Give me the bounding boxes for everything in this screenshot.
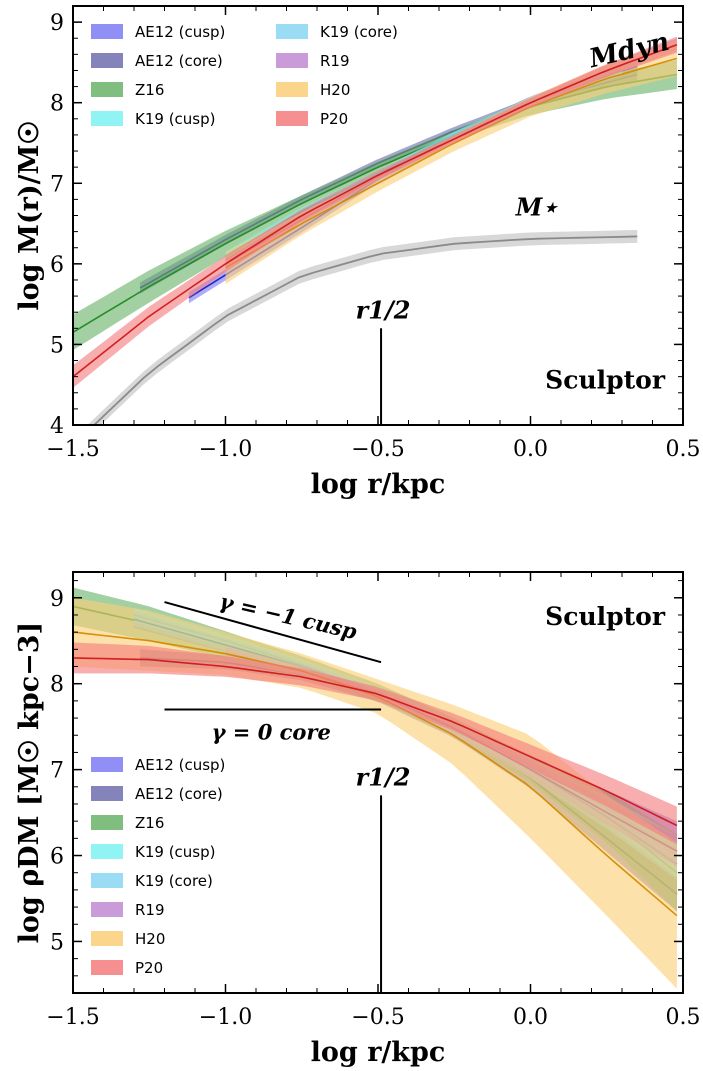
- legend: AE12 (cusp) AE12 (core) Z16 K19 (cusp) K19 (…: [91, 756, 225, 977]
- legend-swatch: [91, 931, 123, 946]
- x-tick-label: −1.0: [199, 437, 252, 462]
- x-tick-label: −0.5: [351, 1005, 404, 1030]
- series-8-group: [73, 642, 678, 845]
- legend-swatch: [91, 786, 123, 801]
- legend: AE12 (cusp) AE12 (core) Z16 K19 (cusp) K19 (…: [91, 23, 398, 128]
- core-label: γ = 0 core: [212, 719, 331, 744]
- series-7-band: [73, 597, 677, 989]
- y-tick-label: 8: [50, 92, 64, 117]
- y-tick-label: 7: [50, 172, 64, 197]
- legend-label: AE12 (cusp): [135, 756, 225, 774]
- legend-label: P20: [135, 959, 163, 977]
- legend-label: K19 (core): [320, 23, 398, 41]
- object-name-label: Sculptor: [545, 602, 666, 631]
- legend-item: R19: [91, 901, 165, 919]
- legend-item: K19 (cusp): [91, 110, 216, 128]
- cusp-reference-line: [164, 601, 382, 664]
- legend-item: Z16: [91, 814, 164, 832]
- legend-swatch: [276, 82, 308, 97]
- legend-swatch: [91, 902, 123, 917]
- x-tick-label: −0.5: [351, 437, 404, 462]
- legend-swatch: [91, 53, 123, 68]
- x-tick-label: −1.0: [199, 1005, 252, 1030]
- legend-label: H20: [135, 930, 165, 948]
- plot-area: [73, 587, 678, 989]
- legend-swatch: [276, 111, 308, 126]
- legend-label: H20: [320, 81, 350, 99]
- legend-swatch: [91, 815, 123, 830]
- legend-item: K19 (core): [276, 23, 398, 41]
- legend-item: Z16: [91, 81, 164, 99]
- legend-label: AE12 (cusp): [135, 23, 225, 41]
- legend-label: R19: [320, 52, 350, 70]
- series-7-median-line: [225, 57, 678, 269]
- legend-item: P20: [91, 959, 163, 977]
- object-name-label: Sculptor: [545, 366, 666, 395]
- legend-swatch: [91, 960, 123, 975]
- legend-swatch: [91, 757, 123, 772]
- series-8-band: [73, 36, 677, 388]
- legend-label: Z16: [135, 81, 164, 99]
- legend-swatch: [91, 873, 123, 888]
- y-tick-label: 5: [50, 930, 64, 955]
- x-axis-title: log r/kpc: [311, 1037, 446, 1068]
- y-tick-label: 4: [50, 414, 64, 439]
- y-tick-label: 6: [50, 253, 64, 278]
- legend-swatch: [91, 24, 123, 39]
- x-tick-label: 0.0: [513, 1005, 548, 1030]
- series-8-median-line: [73, 657, 678, 827]
- y-tick-label: 9: [50, 11, 64, 36]
- x-tick-label: 0.5: [666, 1005, 701, 1030]
- y-tick-label: 9: [50, 587, 64, 612]
- legend-swatch: [91, 111, 123, 126]
- y-tick-label: 5: [50, 333, 64, 358]
- legend-label: AE12 (core): [135, 52, 223, 70]
- legend-label: K19 (cusp): [135, 110, 216, 128]
- y-tick-label: 6: [50, 845, 64, 870]
- x-tick-label: 0.0: [513, 437, 548, 462]
- stellar-mass-group: [87, 230, 638, 425]
- series-8-median-line: [73, 43, 678, 378]
- mstar-label: M⋆: [515, 193, 559, 222]
- density-profile-panel: −1.5 −1.0 −0.5 0.0 0.5 5 6 7 8 9 log r/kpc log ρDM …: [14, 571, 701, 1068]
- legend-label: K19 (core): [135, 872, 213, 890]
- legend-item: P20: [276, 110, 348, 128]
- legend-item: AE12 (cusp): [91, 756, 225, 774]
- legend-item: H20: [91, 930, 165, 948]
- legend-item: AE12 (core): [91, 52, 223, 70]
- x-tick-label: 0.5: [666, 437, 701, 462]
- rhalf-label: r1/2: [356, 295, 411, 324]
- y-tick-label: 8: [50, 673, 64, 698]
- rhalf-label: r1/2: [356, 762, 411, 791]
- series-7-group: [225, 40, 678, 284]
- plot-area: [73, 36, 678, 425]
- legend-label: K19 (cusp): [135, 843, 216, 861]
- legend-swatch: [276, 53, 308, 68]
- legend-swatch: [91, 844, 123, 859]
- mass-profile-panel: −1.5 −1.0 −0.5 0.0 0.5 4 5 6 7 8 9 log r/kpc log M(r…: [14, 5, 701, 500]
- legend-label: R19: [135, 901, 165, 919]
- x-tick-label: −1.5: [46, 1005, 99, 1030]
- legend-swatch: [276, 24, 308, 39]
- legend-item: H20: [276, 81, 350, 99]
- legend-item: K19 (core): [91, 872, 213, 890]
- series-7-band: [225, 40, 677, 284]
- legend-swatch: [91, 82, 123, 97]
- x-tick-label: −1.5: [46, 437, 99, 462]
- series-8-band: [73, 642, 677, 845]
- legend-label: P20: [320, 110, 348, 128]
- legend-label: AE12 (core): [135, 785, 223, 803]
- series-8-group: [73, 36, 678, 388]
- legend-item: AE12 (cusp): [91, 23, 225, 41]
- legend-label: Z16: [135, 814, 164, 832]
- stellar-mass-median-line: [92, 235, 638, 425]
- legend-item: AE12 (core): [91, 785, 223, 803]
- y-axis-title: log ρDM [M☉ kpc−3]: [14, 622, 45, 944]
- y-tick-label: 7: [50, 759, 64, 784]
- legend-item: R19: [276, 52, 350, 70]
- x-axis-title: log r/kpc: [311, 469, 446, 500]
- y-axis-title: log M(r)/M☉: [14, 120, 45, 310]
- legend-item: K19 (cusp): [91, 843, 216, 861]
